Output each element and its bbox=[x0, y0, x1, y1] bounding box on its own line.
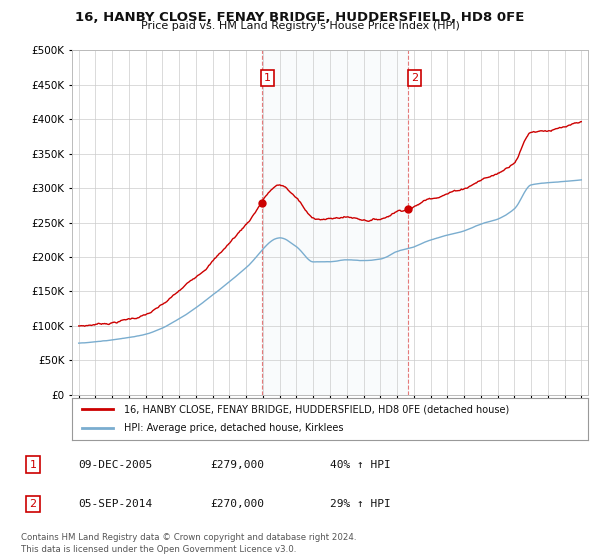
Text: 05-SEP-2014: 05-SEP-2014 bbox=[78, 499, 152, 509]
Text: 2: 2 bbox=[411, 73, 418, 83]
Text: 2: 2 bbox=[29, 499, 37, 509]
Text: 40% ↑ HPI: 40% ↑ HPI bbox=[330, 460, 391, 470]
Text: Price paid vs. HM Land Registry's House Price Index (HPI): Price paid vs. HM Land Registry's House … bbox=[140, 21, 460, 31]
Text: 09-DEC-2005: 09-DEC-2005 bbox=[78, 460, 152, 470]
Text: 16, HANBY CLOSE, FENAY BRIDGE, HUDDERSFIELD, HD8 0FE (detached house): 16, HANBY CLOSE, FENAY BRIDGE, HUDDERSFI… bbox=[124, 404, 509, 414]
Text: HPI: Average price, detached house, Kirklees: HPI: Average price, detached house, Kirk… bbox=[124, 423, 343, 433]
Bar bbox=[262, 50, 408, 395]
Text: This data is licensed under the Open Government Licence v3.0.: This data is licensed under the Open Gov… bbox=[21, 545, 296, 554]
Text: 16, HANBY CLOSE, FENAY BRIDGE, HUDDERSFIELD, HD8 0FE: 16, HANBY CLOSE, FENAY BRIDGE, HUDDERSFI… bbox=[76, 11, 524, 24]
Text: 1: 1 bbox=[29, 460, 37, 470]
Text: Contains HM Land Registry data © Crown copyright and database right 2024.: Contains HM Land Registry data © Crown c… bbox=[21, 533, 356, 542]
Text: £279,000: £279,000 bbox=[210, 460, 264, 470]
Text: £270,000: £270,000 bbox=[210, 499, 264, 509]
Text: 29% ↑ HPI: 29% ↑ HPI bbox=[330, 499, 391, 509]
Text: 1: 1 bbox=[264, 73, 271, 83]
